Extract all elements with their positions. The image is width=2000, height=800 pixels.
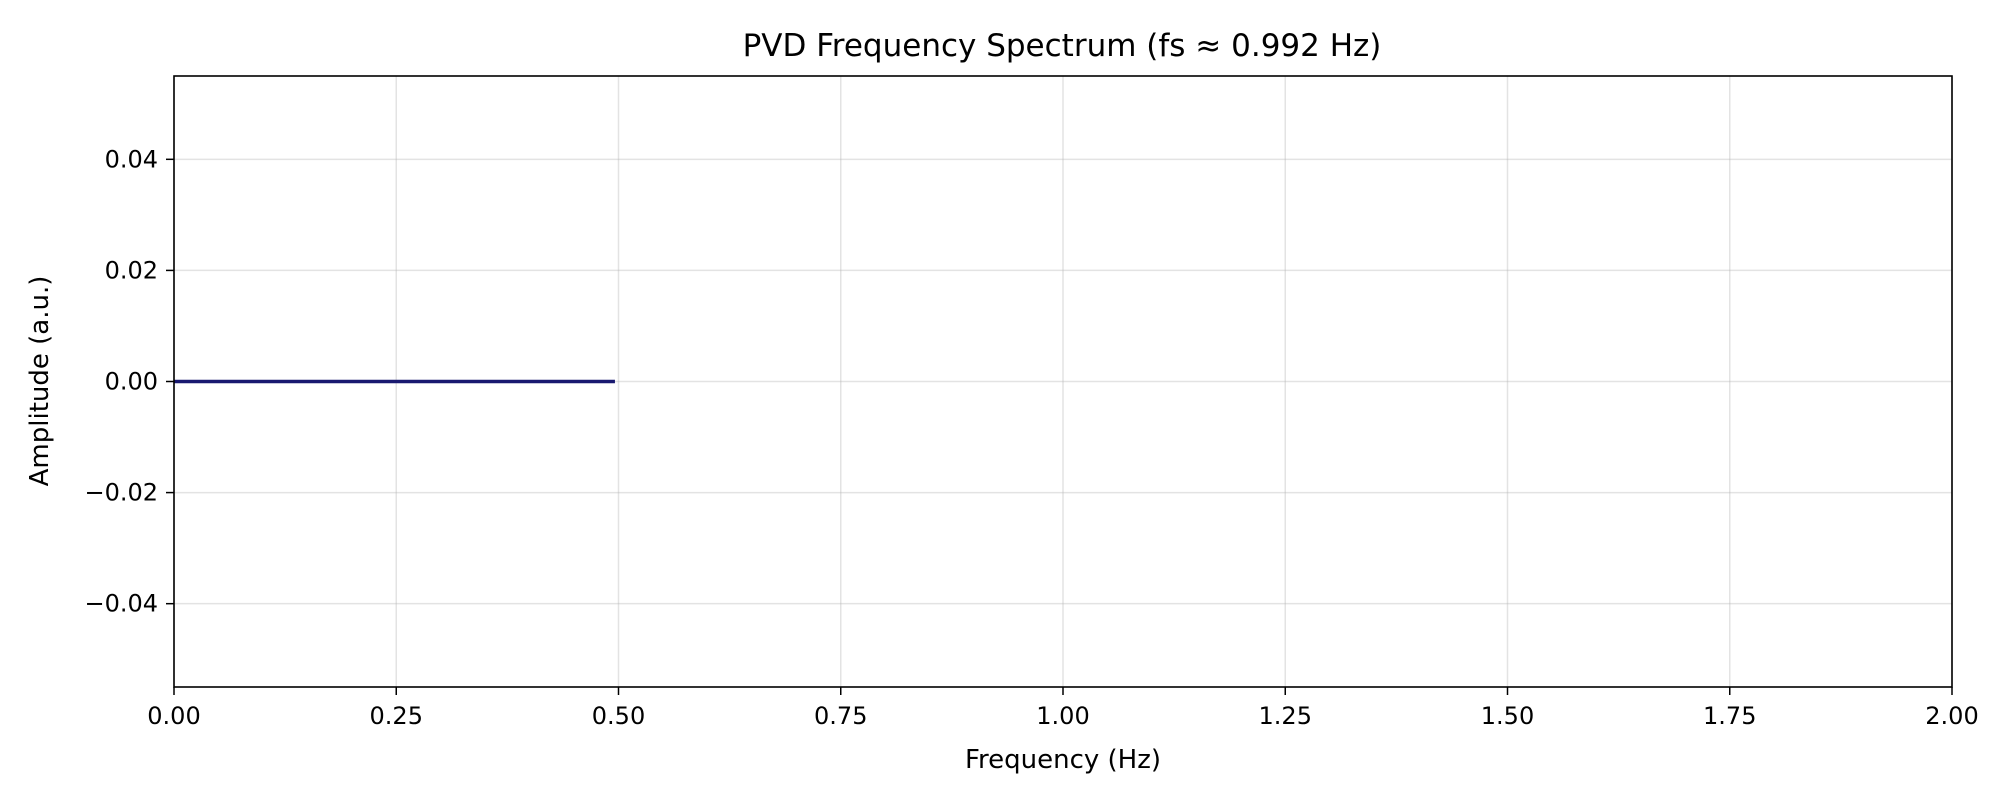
y-axis-ticks: 0.04 0.02 0.00 −0.02 −0.04 [84, 145, 174, 618]
y-tick-label: 0.00 [105, 368, 158, 396]
x-tick-label: 0.25 [370, 702, 423, 730]
y-tick-label: −0.04 [84, 590, 158, 618]
x-tick-label: 0.00 [147, 702, 200, 730]
y-tick-label: 0.04 [105, 145, 158, 173]
x-axis-label: Frequency (Hz) [965, 745, 1161, 775]
x-axis-ticks: 0.00 0.25 0.50 0.75 1.00 1.25 1.50 1.75 2.00 [147, 687, 1979, 730]
y-tick-label: 0.02 [105, 256, 158, 284]
x-tick-label: 1.25 [1259, 702, 1312, 730]
y-axis-label: Amplitude (a.u.) [25, 276, 55, 487]
x-tick-label: 0.75 [814, 702, 867, 730]
x-tick-label: 2.00 [1925, 702, 1978, 730]
y-tick-label: −0.02 [84, 479, 158, 507]
x-tick-label: 1.00 [1036, 702, 1089, 730]
x-tick-label: 1.50 [1481, 702, 1534, 730]
x-tick-label: 0.50 [592, 702, 645, 730]
x-tick-label: 1.75 [1703, 702, 1756, 730]
chart-title: PVD Frequency Spectrum (fs ≈ 0.992 Hz) [743, 28, 1382, 64]
